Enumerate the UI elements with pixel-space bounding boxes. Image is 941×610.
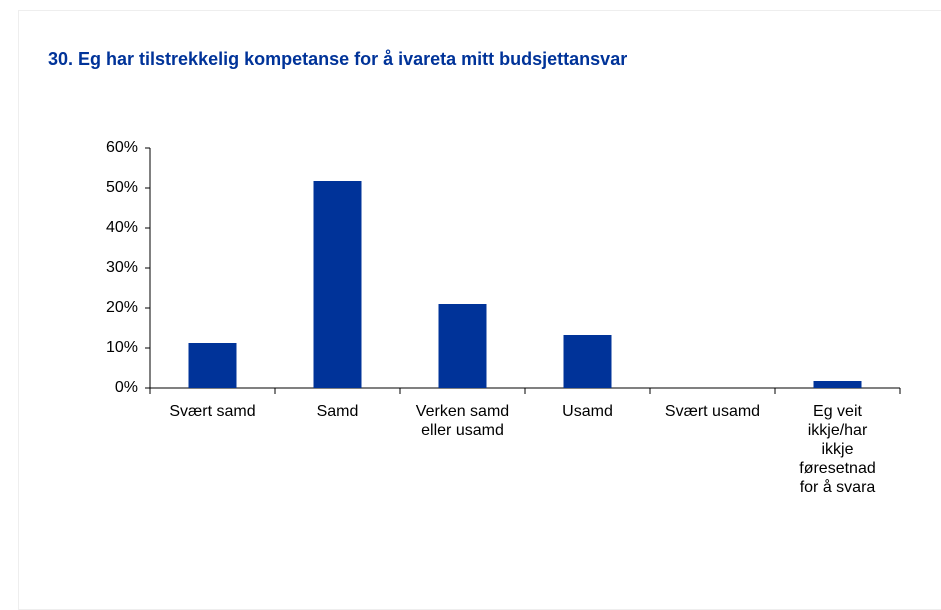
bar	[438, 304, 487, 388]
y-tick-label: 30%	[106, 259, 138, 276]
x-tick-label: Svært usamd	[664, 403, 761, 420]
x-tick-label: Eg veit ikkje/har ikkje føresetnad for å…	[799, 403, 876, 496]
bar	[563, 335, 612, 388]
bar	[313, 181, 362, 388]
y-tick-label: 40%	[106, 219, 138, 236]
chart: 0% 10% 20% 30% 40% 50% 60%	[106, 139, 901, 396]
y-tick-label: 10%	[106, 339, 138, 356]
bar	[813, 381, 862, 388]
x-tick-label: Usamd	[562, 403, 613, 420]
y-tick-label: 20%	[106, 299, 138, 316]
x-tick-label: Svært samd	[169, 403, 256, 420]
page: 30. Eg har tilstrekkelig kompetanse for …	[18, 10, 941, 610]
y-tick-label: 0%	[115, 379, 138, 396]
x-tick-label: Verken samd eller usamd	[415, 403, 510, 439]
y-tick-label: 60%	[106, 139, 138, 156]
bar	[188, 343, 237, 388]
x-tick-label: Samd	[316, 403, 359, 420]
chart-title: 30. Eg har tilstrekkelig kompetanse for …	[48, 49, 628, 69]
y-tick-label: 50%	[106, 179, 138, 196]
